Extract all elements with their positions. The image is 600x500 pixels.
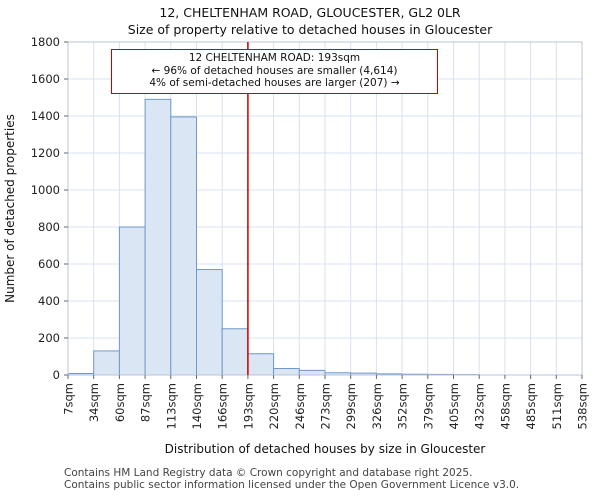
histogram-bar <box>196 269 223 376</box>
x-axis-label: Distribution of detached houses by size … <box>165 442 486 456</box>
footer-line-2: Contains public sector information licen… <box>64 478 520 491</box>
annotation-box: 12 CHELTENHAM ROAD: 193sqm ← 96% of deta… <box>111 49 438 94</box>
x-tick-label: 87sqm <box>139 383 153 422</box>
y-tick-label: 1400 <box>31 109 60 123</box>
x-tick-label: 405sqm <box>447 383 461 429</box>
y-tick-label: 400 <box>38 294 60 308</box>
x-tick-label: 60sqm <box>113 383 127 422</box>
x-tick-label: 485sqm <box>524 383 538 429</box>
y-tick-label: 0 <box>53 368 60 382</box>
y-tick-label: 200 <box>38 331 60 345</box>
x-tick-label: 379sqm <box>421 383 435 429</box>
y-tick-label: 800 <box>38 220 60 234</box>
x-tick-label: 273sqm <box>319 383 333 429</box>
x-tick-label: 326sqm <box>370 383 384 429</box>
histogram-bar <box>273 368 300 376</box>
footer-line-1: Contains HM Land Registry data © Crown c… <box>64 467 473 479</box>
y-tick-label: 1800 <box>31 35 60 49</box>
x-tick-label: 193sqm <box>241 383 255 429</box>
histogram-bar <box>298 369 326 376</box>
chart-subtitle: Size of property relative to detached ho… <box>127 22 493 37</box>
footer: Contains HM Land Registry data © Crown c… <box>64 467 594 491</box>
histogram-bar <box>118 226 146 376</box>
x-tick-label: 166sqm <box>216 383 230 429</box>
annotation-line-1: 12 CHELTENHAM ROAD: 193sqm <box>188 52 361 64</box>
x-tick-label: 299sqm <box>344 383 358 429</box>
annotation-line-2: ← 96% of detached houses are smaller (4,… <box>151 64 398 77</box>
x-tick-label: 538sqm <box>576 383 590 429</box>
y-tick-label: 1000 <box>31 183 60 197</box>
histogram-bar <box>144 98 172 376</box>
x-tick-label: 7sqm <box>62 383 76 415</box>
annotation-line-3: 4% of semi-detached houses are larger (2… <box>149 77 400 89</box>
x-tick-label: 34sqm <box>87 383 101 422</box>
y-tick-label: 600 <box>38 257 60 271</box>
x-tick-label: 246sqm <box>293 383 307 429</box>
histogram-bar <box>170 116 198 376</box>
y-axis-label: Number of detached properties <box>3 114 17 303</box>
x-tick-label: 113sqm <box>164 383 178 429</box>
chart-title: 12, CHELTENHAM ROAD, GLOUCESTER, GL2 0LR <box>159 5 461 20</box>
chart-title-block: 12, CHELTENHAM ROAD, GLOUCESTER, GL2 0LR… <box>40 4 580 38</box>
x-tick-label: 511sqm <box>550 383 564 429</box>
x-tick-label: 220sqm <box>267 383 281 429</box>
x-tick-label: 432sqm <box>473 383 487 429</box>
histogram-bar <box>247 353 275 376</box>
x-tick-label: 458sqm <box>498 383 512 429</box>
histogram-bar <box>221 328 249 376</box>
x-tick-label: 140sqm <box>190 383 204 429</box>
y-tick-label: 1200 <box>31 146 60 160</box>
x-tick-label: 352sqm <box>396 383 410 429</box>
histogram-bar <box>93 350 120 376</box>
y-tick-label: 1600 <box>31 72 60 86</box>
